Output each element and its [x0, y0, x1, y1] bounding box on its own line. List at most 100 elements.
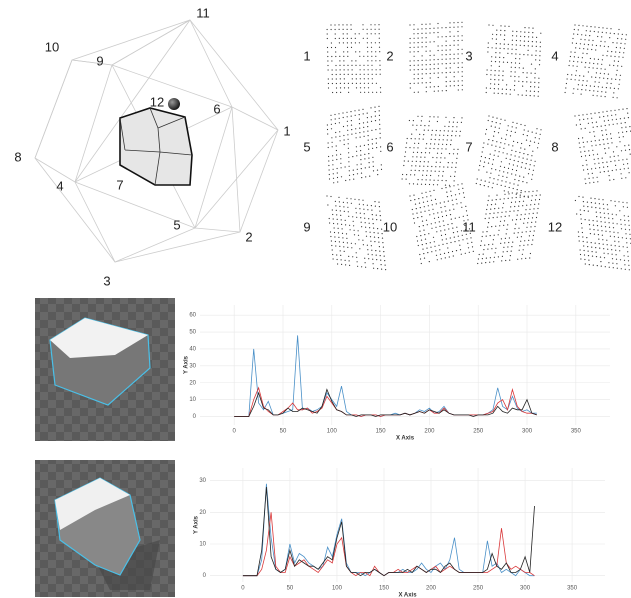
point	[534, 165, 535, 166]
point	[580, 254, 581, 255]
point	[514, 228, 515, 229]
point	[419, 231, 420, 232]
point-cloud	[574, 108, 631, 184]
point	[339, 241, 340, 242]
point	[511, 246, 512, 247]
point	[479, 165, 480, 166]
point	[600, 212, 601, 213]
point	[499, 128, 500, 129]
point	[488, 186, 489, 187]
point	[525, 258, 526, 259]
point	[582, 232, 583, 233]
point	[608, 213, 609, 214]
point	[501, 212, 502, 213]
point	[487, 51, 488, 52]
point	[348, 83, 349, 84]
point	[582, 197, 583, 198]
point	[449, 186, 450, 187]
point	[587, 202, 588, 203]
point	[508, 242, 509, 243]
point	[513, 164, 514, 165]
point	[345, 224, 346, 225]
point	[607, 204, 608, 205]
point	[528, 32, 529, 33]
point	[525, 191, 526, 192]
point	[359, 65, 360, 66]
point	[410, 42, 411, 43]
point	[580, 151, 581, 152]
point	[534, 82, 535, 83]
point	[585, 89, 586, 90]
point	[434, 241, 435, 242]
point	[601, 130, 602, 131]
view-label: 2	[386, 48, 393, 63]
point	[516, 192, 517, 193]
point	[496, 118, 497, 119]
point	[608, 147, 609, 148]
point	[444, 253, 445, 254]
point	[577, 61, 578, 62]
point	[450, 237, 451, 238]
point	[480, 184, 481, 185]
point	[593, 63, 594, 64]
point	[605, 96, 606, 97]
point	[366, 236, 367, 237]
point	[506, 177, 507, 178]
point	[335, 56, 336, 57]
point	[530, 231, 531, 232]
point	[503, 225, 504, 226]
point	[347, 65, 348, 66]
point	[422, 55, 423, 56]
x-tick-label: 150	[376, 429, 387, 435]
point	[420, 125, 421, 126]
point	[489, 213, 490, 214]
point	[540, 42, 541, 43]
point	[520, 36, 521, 37]
point	[615, 51, 616, 52]
point	[363, 65, 364, 66]
point	[614, 60, 615, 61]
point	[607, 166, 608, 167]
point	[590, 113, 591, 114]
point	[376, 138, 377, 139]
point	[579, 119, 580, 120]
point	[457, 184, 458, 185]
point	[596, 122, 597, 123]
point	[446, 238, 447, 239]
point	[605, 231, 606, 232]
point	[330, 115, 331, 116]
point	[472, 246, 473, 247]
point	[435, 222, 436, 223]
point	[485, 218, 486, 219]
point	[606, 240, 607, 241]
point	[356, 252, 357, 253]
point	[602, 111, 603, 112]
point	[481, 240, 482, 241]
point	[510, 76, 511, 77]
point	[605, 266, 606, 267]
point	[500, 48, 501, 49]
point	[348, 216, 349, 217]
point	[332, 214, 333, 215]
point	[575, 47, 576, 48]
point	[350, 229, 351, 230]
point	[404, 156, 405, 157]
point	[452, 228, 453, 229]
point	[587, 242, 588, 243]
camera-sphere	[168, 98, 180, 110]
point	[625, 269, 626, 270]
point	[609, 175, 610, 176]
point	[414, 42, 415, 43]
point	[326, 195, 327, 196]
point	[502, 80, 503, 81]
point	[372, 148, 373, 149]
point	[539, 199, 540, 200]
point	[347, 56, 348, 57]
point	[332, 209, 333, 210]
point	[513, 188, 514, 189]
point	[526, 95, 527, 96]
point	[414, 47, 415, 48]
point	[569, 65, 570, 66]
point	[358, 199, 359, 200]
point	[454, 85, 455, 86]
